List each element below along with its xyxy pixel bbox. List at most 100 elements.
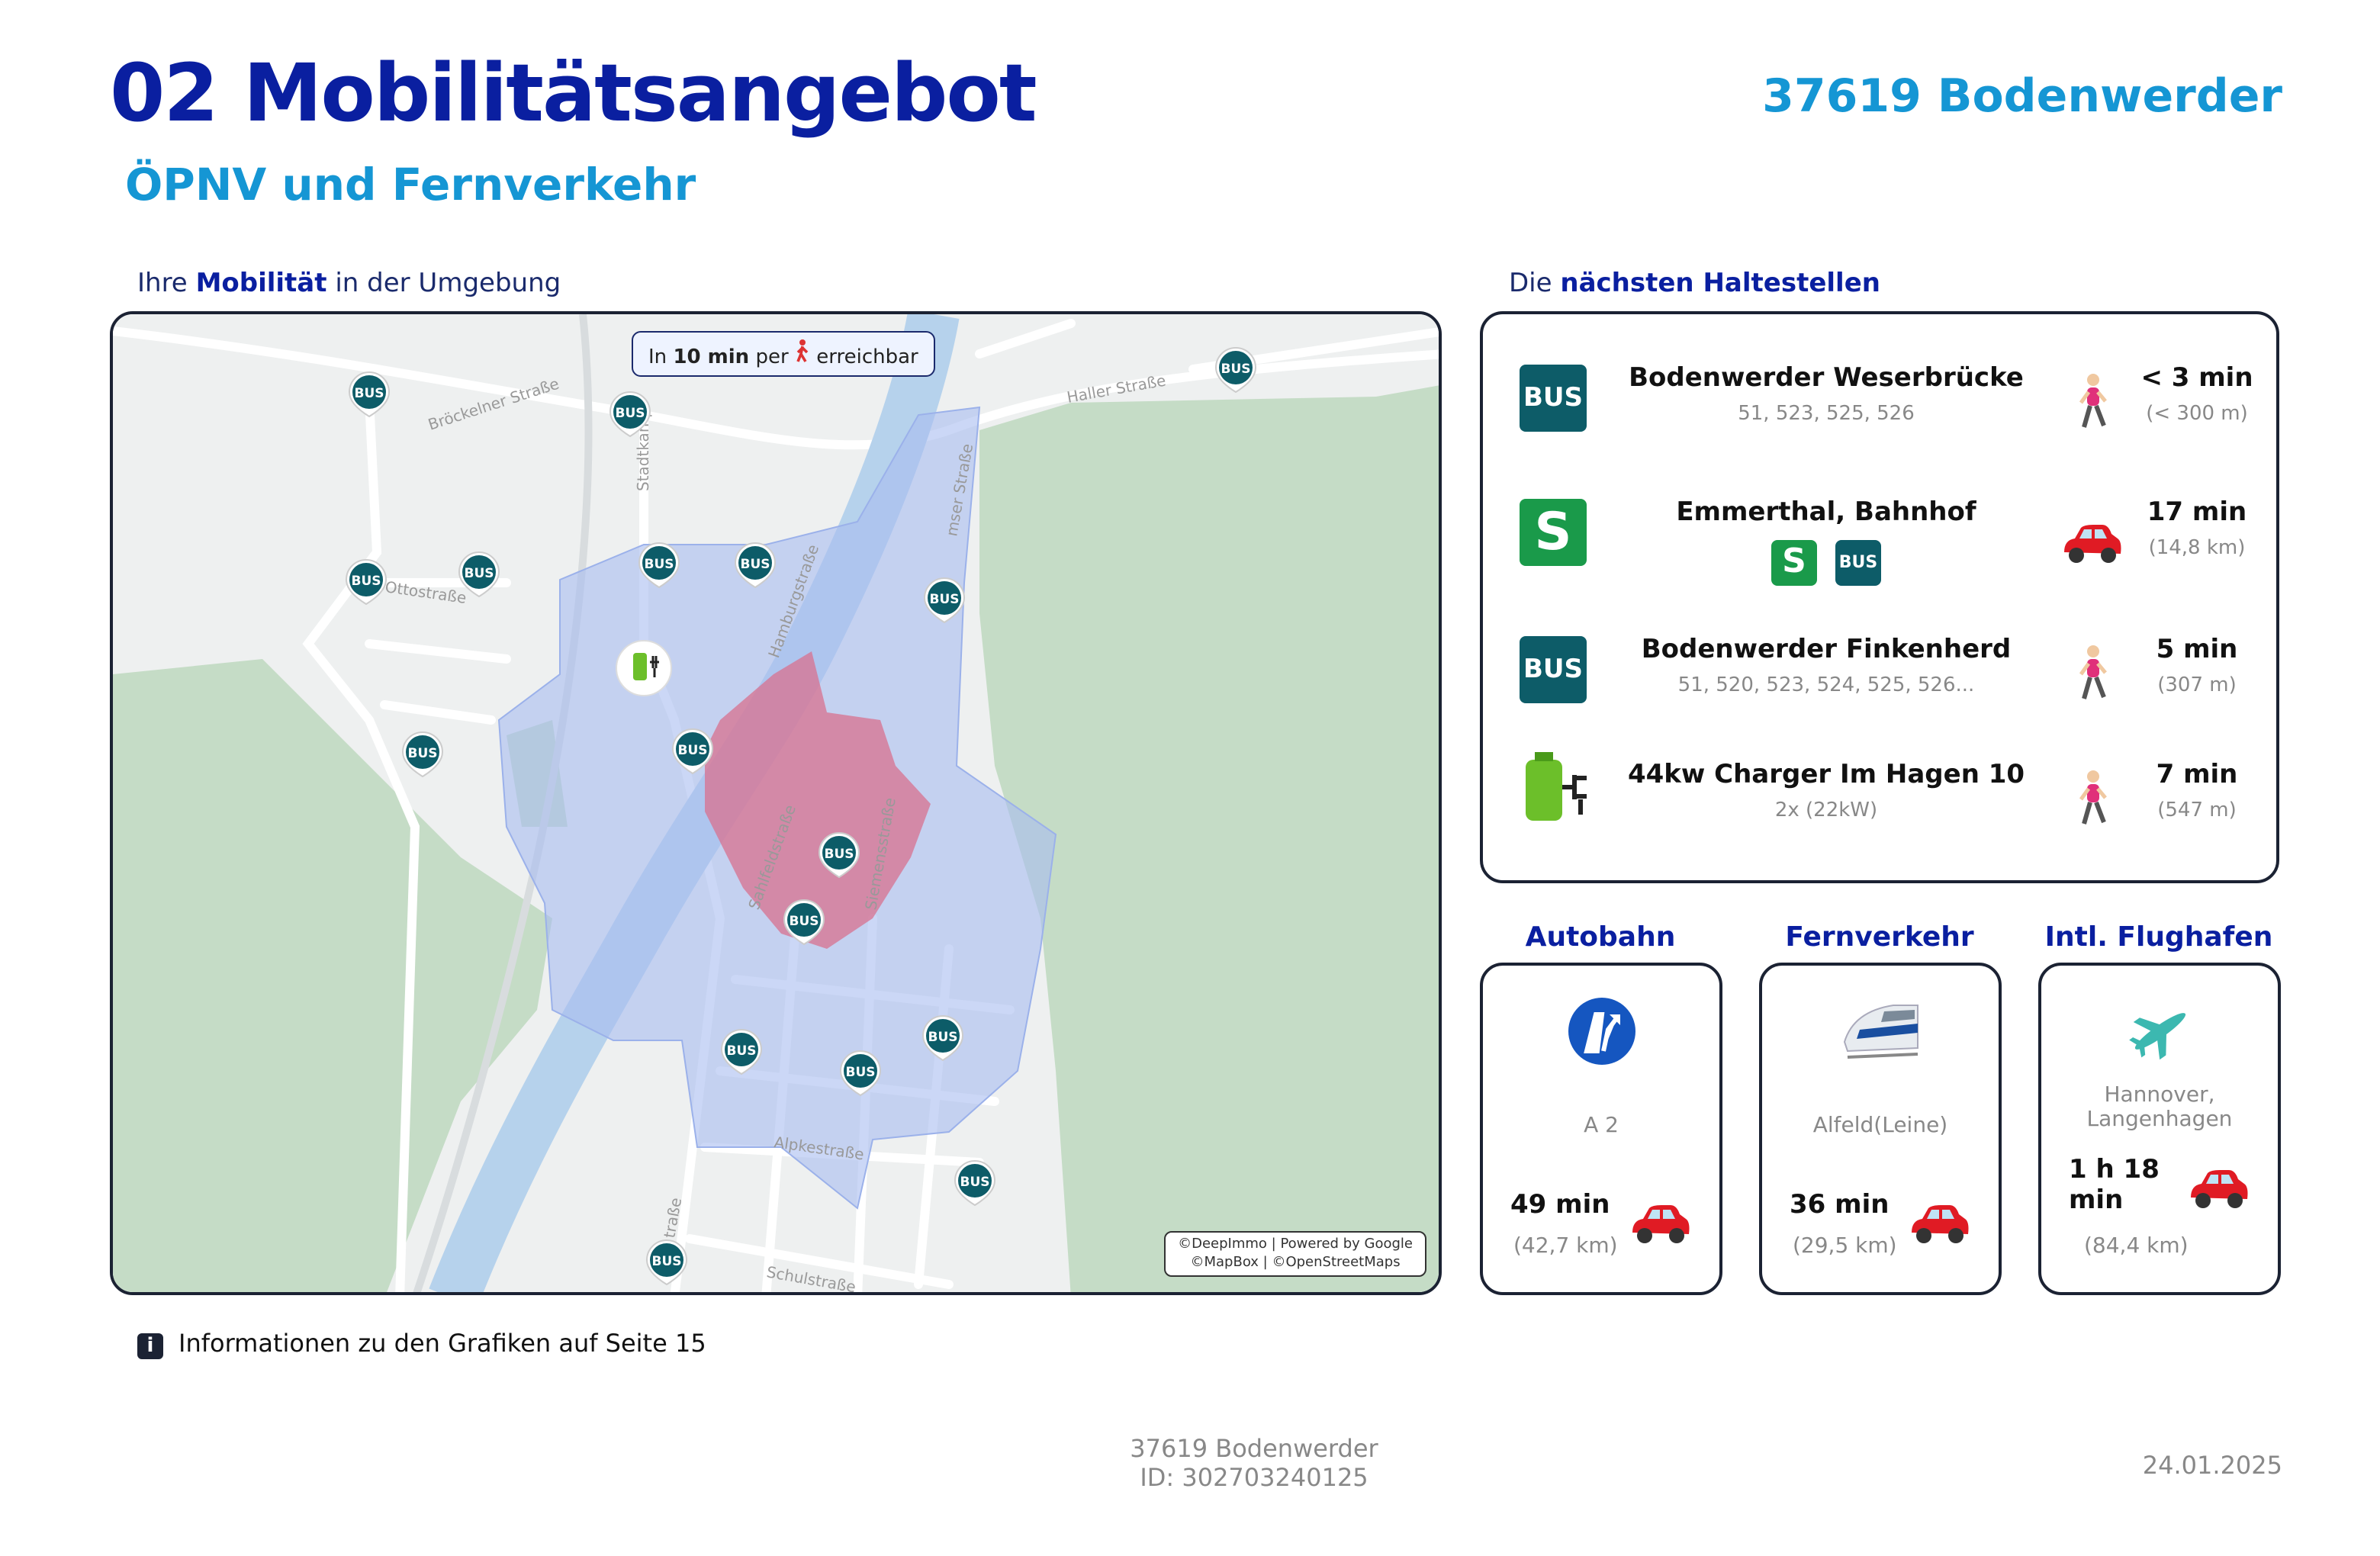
- walk-area: [705, 651, 931, 949]
- stop-name: Emmerthal, Bahnhof: [1676, 497, 1976, 528]
- marker-label: BUS: [615, 406, 645, 421]
- marker-label: BUS: [960, 1175, 989, 1190]
- stop-time: 7 min: [2156, 760, 2238, 790]
- marker-label: BUS: [644, 557, 674, 572]
- stop-time: 17 min: [2147, 497, 2247, 528]
- stop-row: BUS Bodenwerder Weserbrücke 51, 523, 525, …: [1483, 360, 2276, 452]
- stop-detail: 51, 523, 525, 526: [1738, 403, 1915, 426]
- car-icon: [1912, 1205, 1969, 1243]
- motorway-icon: [1568, 998, 1635, 1065]
- marker-dot: [738, 546, 772, 580]
- info-text: Informationen zu den Grafiken auf Seite …: [178, 1329, 706, 1358]
- marker-dot: [725, 1033, 758, 1066]
- marker-label: BUS: [845, 1065, 875, 1080]
- marker-dot: [613, 395, 647, 429]
- attribution: ©DeepImmo | Powered by Google ©MapBox | ©…: [1164, 1231, 1426, 1277]
- label-bold: Mobilität: [195, 268, 327, 299]
- marker-label: BUS: [464, 566, 494, 581]
- card-car: [1907, 1202, 1971, 1254]
- stop-detail: 2x (22kW): [1774, 799, 1878, 822]
- card-car: [2186, 1167, 2250, 1219]
- stop-icon: BUS: [1520, 365, 1587, 432]
- stop-mode-icon: [2075, 644, 2111, 711]
- badge-text: erreichbar: [816, 346, 918, 369]
- marker-label: BUS: [824, 847, 854, 862]
- badge-bold: 10 min: [673, 346, 750, 369]
- train-icon: [1842, 1005, 1918, 1059]
- stop-mode-icon: [2075, 372, 2111, 439]
- bus-marker: BUS: [720, 1029, 763, 1075]
- stop-name: 44kw Charger Im Hagen 10: [1627, 760, 2025, 790]
- bus-marker: BUS: [734, 542, 777, 589]
- transport-card: A 2 49 min (42,7 km): [1480, 963, 1722, 1295]
- location: 37619 Bodenwerder: [1762, 70, 2282, 124]
- bus-marker: BUS: [921, 1015, 964, 1062]
- reach-badge: In 10 min per erreichbar: [632, 331, 935, 377]
- card-heading: Fernverkehr: [1785, 921, 1974, 953]
- marker-label: BUS: [928, 1030, 957, 1045]
- card-heading: Autobahn: [1525, 921, 1676, 953]
- marker-dot: [352, 375, 386, 409]
- stop-time: < 3 min: [2140, 363, 2253, 394]
- footer-date: 24.01.2025: [2142, 1451, 2282, 1480]
- charger-marker: [616, 640, 672, 696]
- car-icon: [2064, 525, 2121, 563]
- footer-location: 37619 Bodenwerder: [1130, 1434, 1378, 1463]
- markers: BUS BUS BUS BUS BUS BUS BUS BUS BUS BUS BUS BUS BUS B…: [345, 347, 1257, 1286]
- marker-label: BUS: [726, 1043, 756, 1059]
- marker-dot: [822, 836, 856, 870]
- stop-distance: (307 m): [2157, 674, 2237, 697]
- label-bold: nächsten Haltestellen: [1560, 268, 1880, 299]
- stop-row: 44kw Charger Im Hagen 10 2x (22kW) 7 min (5…: [1483, 752, 2276, 848]
- card-heading: Intl. Flughafen: [2044, 921, 2273, 953]
- attribution-text: ©MapBox | ©OpenStreetMaps: [1190, 1255, 1401, 1271]
- card-time: 49 min: [1510, 1190, 1610, 1220]
- card-icon: [1483, 996, 1719, 1072]
- marker-dot: [650, 1243, 683, 1277]
- footer-center: 37619 Bodenwerder ID: 302703240125: [1025, 1434, 1483, 1492]
- car-icon: [1632, 1205, 1690, 1243]
- marker-dot: [926, 1019, 960, 1053]
- line-badge: S: [1771, 540, 1817, 586]
- walk-icon: [796, 339, 809, 362]
- bus-marker: BUS: [818, 832, 860, 879]
- label-text: in der Umgebung: [335, 268, 561, 299]
- label-text: Ihre: [137, 268, 188, 299]
- bus-marker: BUS: [923, 577, 966, 624]
- walk-icon: [2079, 770, 2107, 825]
- car-icon: [2191, 1170, 2248, 1208]
- stop-time: 5 min: [2156, 635, 2238, 665]
- bus-marker: BUS: [609, 391, 651, 438]
- badge-text: In: [648, 346, 667, 369]
- card-place: A 2: [1584, 1114, 1619, 1138]
- marker-label: BUS: [1221, 362, 1250, 377]
- stop-icon: BUS: [1520, 636, 1587, 703]
- transport-card: Alfeld(Leine) 36 min (29,5 km): [1759, 963, 2002, 1295]
- marker-label: BUS: [351, 574, 381, 589]
- marker-dot: [406, 735, 439, 769]
- walk-icon: [2079, 374, 2107, 428]
- info-line: i Informationen zu den Grafiken auf Seite…: [137, 1329, 706, 1359]
- stop-distance: (14,8 km): [2148, 537, 2246, 560]
- info-icon: i: [137, 1333, 163, 1359]
- card-distance: (84,4 km): [2084, 1234, 2189, 1259]
- stop-name: Bodenwerder Weserbrücke: [1629, 363, 2024, 394]
- map-label: Ihre Mobilität in der Umgebung: [137, 268, 561, 299]
- bus-marker: BUS: [645, 1239, 688, 1286]
- plane-icon: [2128, 1013, 2185, 1060]
- marker-label: BUS: [354, 386, 384, 401]
- card-distance: (42,7 km): [1513, 1234, 1618, 1259]
- marker-dot: [642, 546, 676, 580]
- marker-label: BUS: [740, 557, 770, 572]
- stop-icon: S: [1520, 499, 1587, 566]
- stop-row: S Emmerthal, Bahnhof S BUS 17 min (14,8 km): [1483, 494, 2276, 586]
- stop-row: BUS Bodenwerder Finkenherd 51, 520, 523, 5…: [1483, 632, 2276, 723]
- bus-marker: BUS: [839, 1050, 882, 1097]
- walk-icon: [2079, 645, 2107, 699]
- marker-dot: [844, 1054, 877, 1088]
- marker-label: BUS: [677, 743, 707, 758]
- bus-marker: BUS: [783, 899, 825, 946]
